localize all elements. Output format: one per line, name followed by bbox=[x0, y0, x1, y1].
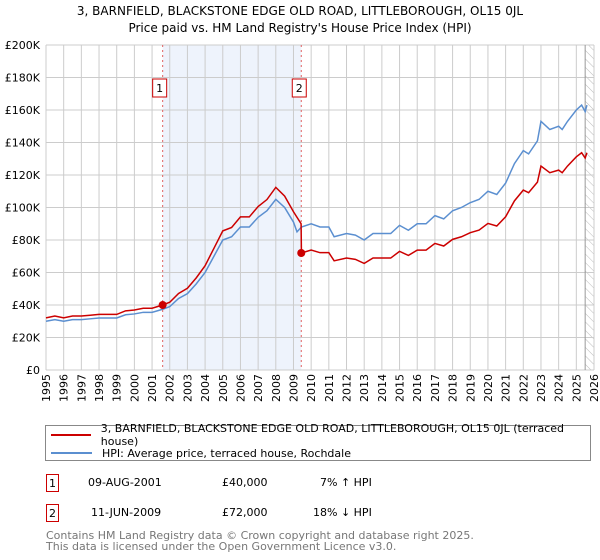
x-tick-label: 2020 bbox=[482, 374, 495, 402]
marker-badge: 1 bbox=[46, 474, 59, 492]
sale-point bbox=[297, 249, 306, 257]
hpi-line bbox=[45, 103, 588, 323]
x-tick-label: 1996 bbox=[58, 374, 71, 402]
y-tick-label: £120K bbox=[5, 169, 41, 182]
blue-line-swatch bbox=[51, 452, 92, 454]
x-tick-label: 2005 bbox=[217, 374, 230, 402]
x-tick-label: 1998 bbox=[93, 374, 106, 402]
x-tick-label: 2000 bbox=[128, 374, 141, 402]
x-tick-label: 2015 bbox=[394, 374, 407, 402]
x-tick-label: 2025 bbox=[570, 374, 583, 402]
x-tick-label: 2008 bbox=[270, 374, 283, 402]
x-tick-label: 2004 bbox=[199, 374, 212, 402]
legend-label: HPI: Average price, terraced house, Roch… bbox=[102, 446, 351, 460]
legend-label: 3, BARNFIELD, BLACKSTONE EDGE OLD ROAD, … bbox=[100, 422, 565, 448]
x-tick-label: 2026 bbox=[588, 374, 600, 402]
y-tick-label: £20K bbox=[12, 332, 41, 345]
y-tick-label: £180K bbox=[5, 72, 41, 85]
marker-label: 2 bbox=[296, 82, 303, 95]
x-tick-label: 2022 bbox=[517, 374, 530, 402]
transaction-row: 1 09-AUG-2001 £40,000 7% ↑ HPI bbox=[46, 474, 600, 494]
x-tick-label: 2009 bbox=[287, 374, 300, 402]
marker-label-box bbox=[291, 78, 307, 98]
transaction-hpi: 18% ↓ HPI bbox=[313, 506, 372, 519]
chart-subtitle: Price paid vs. HM Land Registry's House … bbox=[128, 21, 472, 35]
y-tick-label: £80K bbox=[12, 234, 41, 247]
x-tick-label: 2017 bbox=[429, 374, 442, 402]
marker-label-box bbox=[152, 78, 168, 98]
x-tick-label: 2023 bbox=[535, 374, 548, 402]
x-tick-label: 1995 bbox=[40, 374, 53, 402]
y-tick-label: £40K bbox=[12, 299, 41, 312]
x-tick-label: 1999 bbox=[111, 374, 124, 402]
x-tick-label: 2006 bbox=[234, 374, 247, 402]
transaction-price: £40,000 bbox=[222, 476, 268, 489]
y-tick-label: £160K bbox=[5, 104, 41, 117]
y-tick-label: £60K bbox=[12, 267, 41, 280]
footer-copyright: Contains HM Land Registry data © Crown c… bbox=[46, 529, 474, 542]
y-tick-label: £0 bbox=[26, 364, 40, 377]
legend-item-hpi: HPI: Average price, terraced house, Roch… bbox=[51, 444, 351, 462]
transaction-date: 11-JUN-2009 bbox=[91, 506, 162, 519]
x-tick-label: 2003 bbox=[181, 374, 194, 402]
x-tick-label: 2013 bbox=[358, 374, 371, 402]
x-tick-label: 2018 bbox=[447, 374, 460, 402]
x-tick-label: 2016 bbox=[411, 374, 424, 402]
property-price-line bbox=[45, 151, 588, 319]
marker-badge: 2 bbox=[46, 504, 59, 522]
x-tick-label: 1997 bbox=[75, 374, 88, 402]
x-tick-label: 2011 bbox=[323, 374, 336, 402]
x-tick-label: 2001 bbox=[146, 374, 159, 402]
sale-point bbox=[158, 301, 167, 309]
x-tick-label: 2012 bbox=[341, 374, 354, 402]
x-tick-label: 2010 bbox=[305, 374, 318, 402]
x-tick-label: 2014 bbox=[376, 374, 389, 402]
footer-licence: This data is licensed under the Open Gov… bbox=[46, 540, 397, 553]
y-tick-label: £100K bbox=[5, 202, 41, 215]
x-tick-label: 2024 bbox=[553, 374, 566, 402]
transaction-hpi: 7% ↑ HPI bbox=[320, 476, 372, 489]
legend: 3, BARNFIELD, BLACKSTONE EDGE OLD ROAD, … bbox=[45, 422, 591, 462]
price-chart: 1995 1996 1997 1998 1999 2000 2001 2002 2003 2004… bbox=[5, 39, 600, 402]
y-tick-label: £140K bbox=[5, 137, 41, 150]
transaction-price: £72,000 bbox=[222, 506, 268, 519]
x-tick-label: 2021 bbox=[500, 374, 513, 402]
x-tick-label: 2002 bbox=[164, 374, 177, 402]
transaction-row: 2 11-JUN-2009 £72,000 18% ↓ HPI bbox=[46, 504, 600, 524]
y-tick-label: £200K bbox=[5, 39, 41, 52]
legend-item-property: 3, BARNFIELD, BLACKSTONE EDGE OLD ROAD, … bbox=[51, 422, 590, 448]
x-tick-label: 2019 bbox=[464, 374, 477, 402]
x-tick-label: 2007 bbox=[252, 374, 265, 402]
red-line-swatch bbox=[51, 434, 91, 436]
chart-title: 3, BARNFIELD, BLACKSTONE EDGE OLD ROAD, … bbox=[76, 4, 524, 18]
transaction-date: 09-AUG-2001 bbox=[88, 476, 162, 489]
marker-label: 1 bbox=[156, 82, 163, 95]
